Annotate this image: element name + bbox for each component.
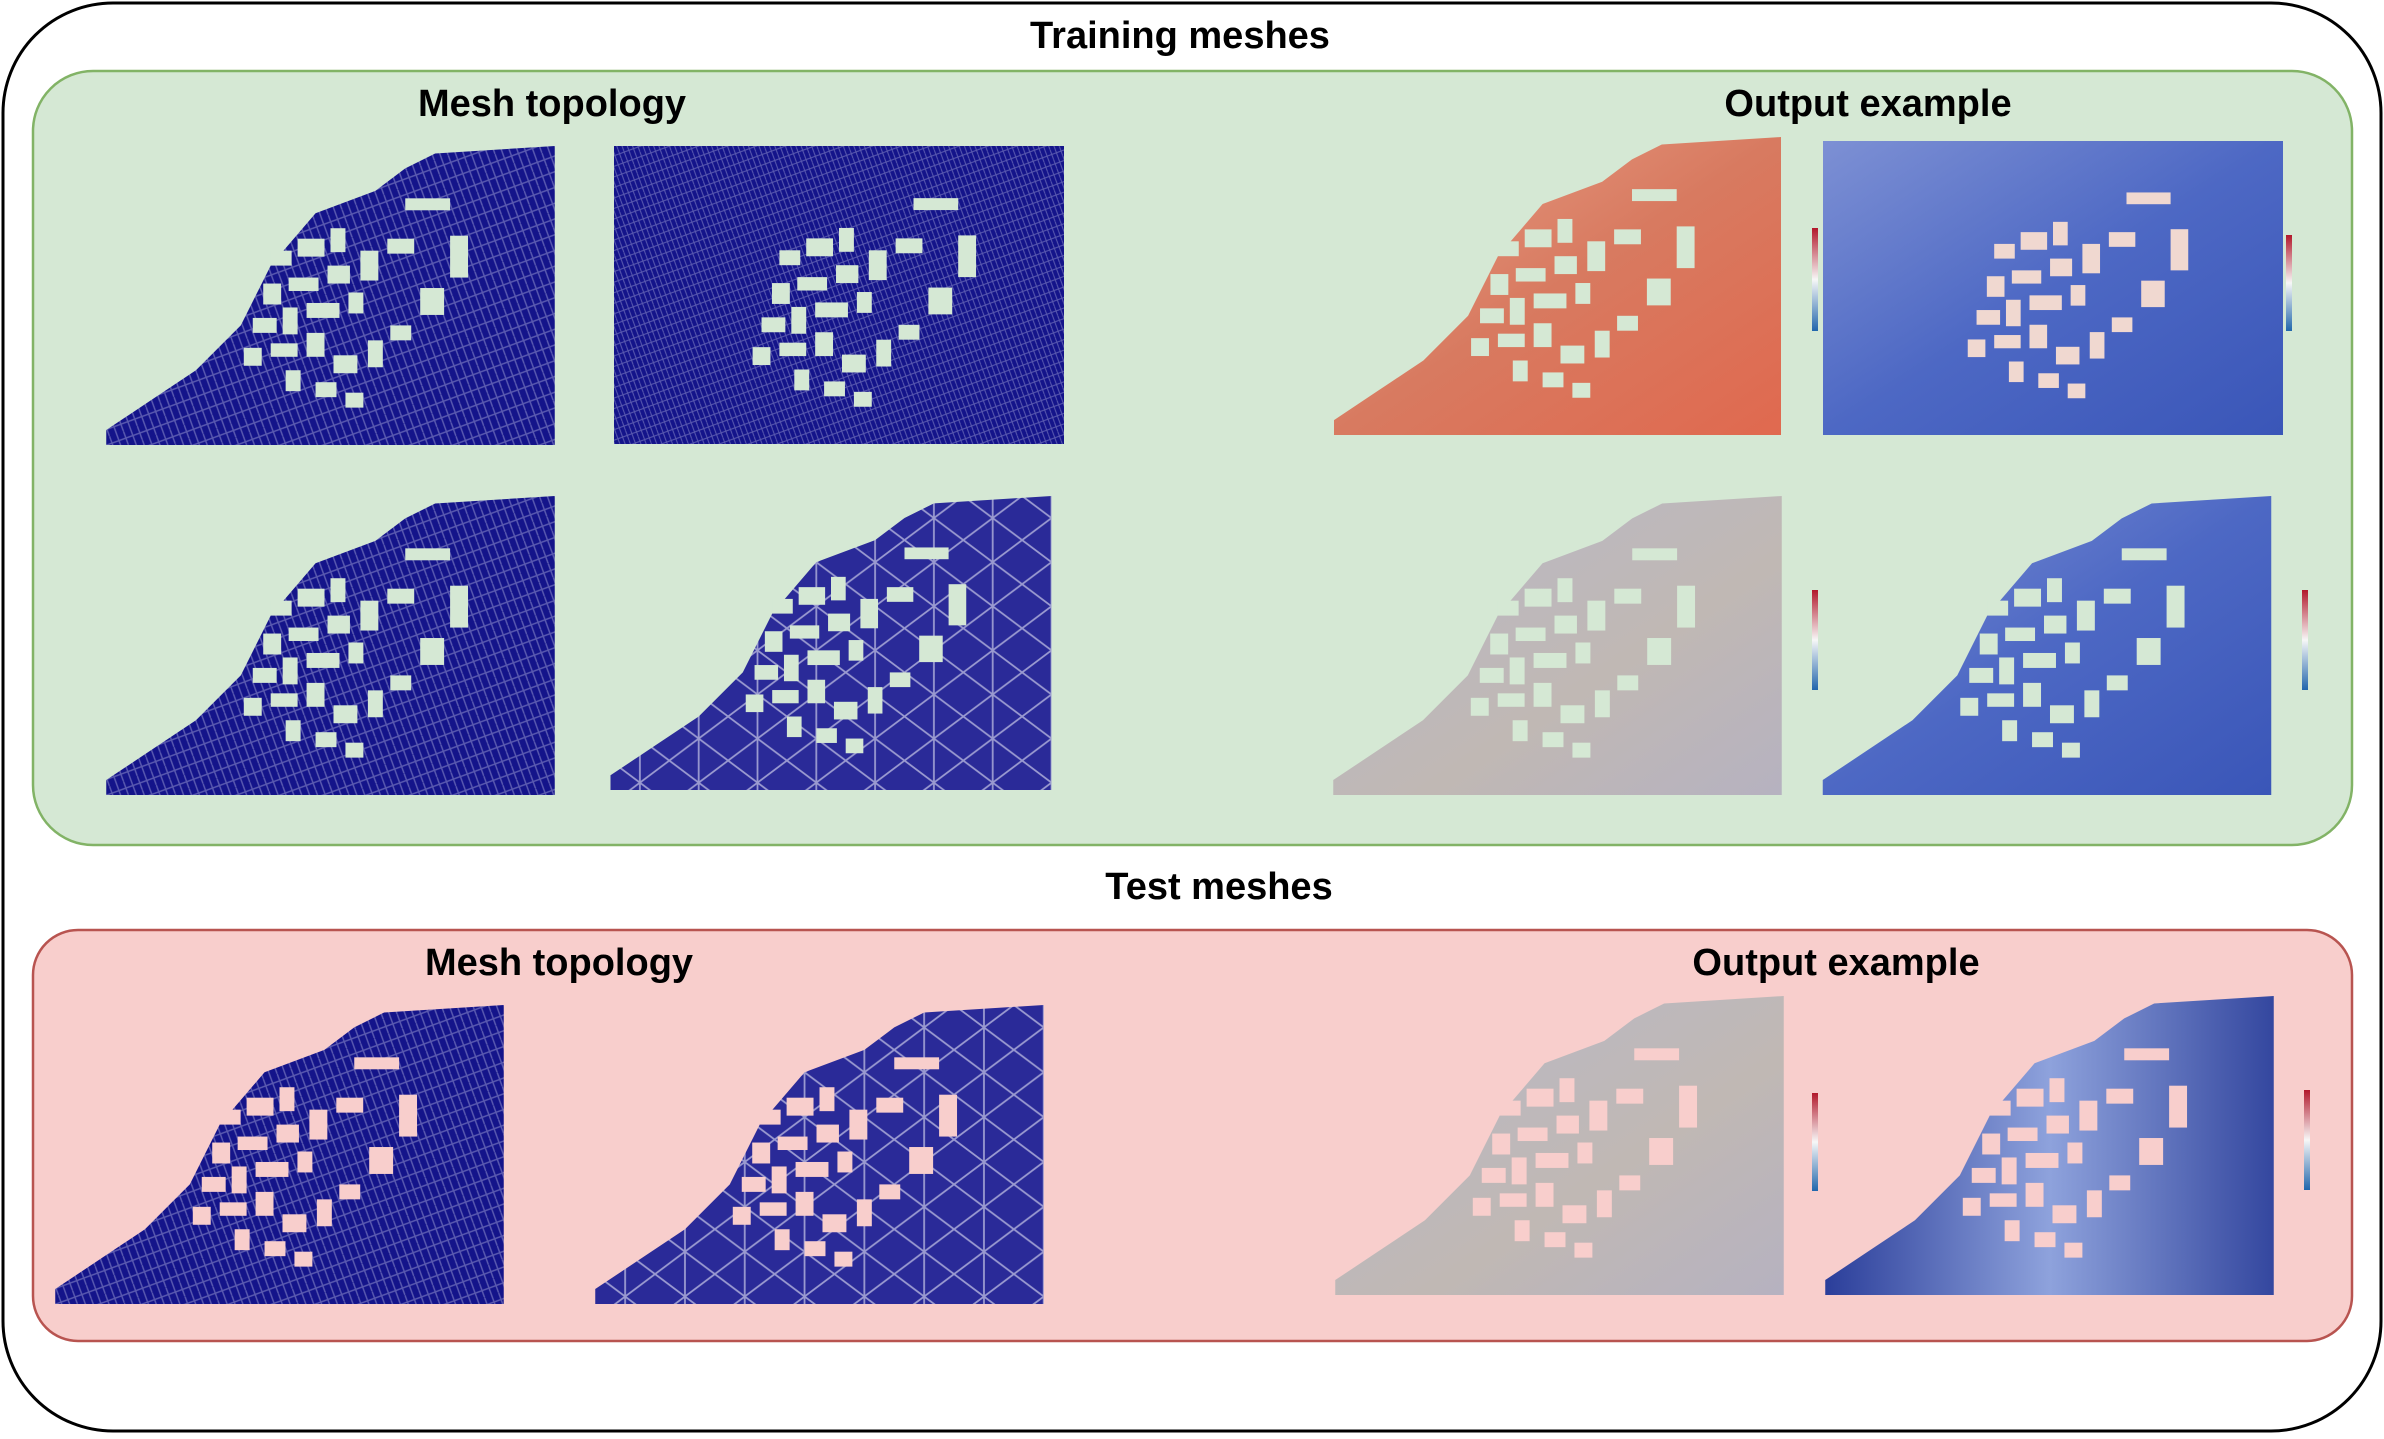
section-title: Training meshes (1030, 15, 1330, 57)
output-image (1823, 141, 2283, 435)
column-title: Mesh topology (425, 942, 693, 984)
section-title: Test meshes (1105, 866, 1332, 908)
colorbar (2304, 1090, 2310, 1190)
column-title: Output example (1724, 83, 2011, 125)
colorbar (2302, 590, 2308, 690)
colorbar (1812, 590, 1818, 690)
colorbar (1812, 228, 1818, 331)
column-title: Output example (1692, 942, 1979, 984)
mesh-image (614, 146, 1064, 444)
colorbar (2286, 235, 2292, 331)
column-title: Mesh topology (418, 83, 686, 125)
colorbar (1812, 1093, 1818, 1191)
